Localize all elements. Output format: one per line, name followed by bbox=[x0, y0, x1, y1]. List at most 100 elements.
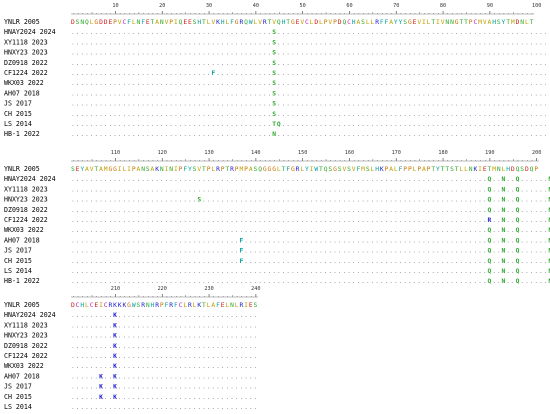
match-dot: . bbox=[254, 343, 258, 350]
match-dot: . bbox=[258, 217, 262, 224]
match-dot: . bbox=[394, 101, 398, 108]
sequence-name: YNLR 2005 bbox=[4, 165, 40, 173]
match-dot: . bbox=[221, 384, 225, 391]
match-dot: . bbox=[338, 227, 342, 234]
match-dot: . bbox=[211, 227, 215, 234]
sequence-name: HNAY2024 2024 bbox=[4, 311, 56, 319]
match-dot: . bbox=[324, 197, 328, 204]
match-dot: . bbox=[483, 186, 487, 193]
match-dot: . bbox=[305, 90, 309, 97]
match-dot: . bbox=[202, 207, 206, 214]
match-dot: . bbox=[539, 176, 543, 183]
match-dot: . bbox=[310, 101, 314, 108]
match-dot: . bbox=[324, 248, 328, 255]
match-dot: . bbox=[244, 101, 248, 108]
match-dot: . bbox=[207, 278, 211, 285]
match-dot: . bbox=[174, 60, 178, 67]
match-dot: . bbox=[244, 70, 248, 77]
match-dot: . bbox=[137, 70, 141, 77]
match-dot: . bbox=[342, 70, 346, 77]
match-dot: . bbox=[417, 101, 421, 108]
match-dot: . bbox=[506, 101, 510, 108]
match-dot: . bbox=[413, 217, 417, 224]
match-dot: . bbox=[225, 39, 229, 46]
match-dot: . bbox=[520, 217, 524, 224]
match-dot: . bbox=[254, 217, 258, 224]
match-dot: . bbox=[90, 278, 94, 285]
match-dot: . bbox=[151, 101, 155, 108]
match-dot: . bbox=[422, 80, 426, 87]
match-dot: . bbox=[296, 101, 300, 108]
match-dot: . bbox=[122, 353, 126, 360]
match-dot: . bbox=[328, 268, 332, 275]
match-dot: . bbox=[342, 258, 346, 265]
match-dot: . bbox=[165, 394, 169, 401]
match-dot: . bbox=[473, 29, 477, 36]
match-dot: . bbox=[104, 197, 108, 204]
match-dot: . bbox=[85, 353, 89, 360]
match-dot: . bbox=[146, 373, 150, 380]
match-dot: . bbox=[282, 90, 286, 97]
match-dot: . bbox=[380, 258, 384, 265]
match-dot: . bbox=[146, 312, 150, 319]
match-dot: . bbox=[254, 322, 258, 329]
sequence-row: CH 2015.................................… bbox=[4, 110, 547, 118]
match-dot: . bbox=[94, 176, 98, 183]
match-dot: . bbox=[244, 217, 248, 224]
match-dot: . bbox=[211, 363, 215, 370]
match-dot: . bbox=[291, 101, 295, 108]
match-dot: . bbox=[151, 268, 155, 275]
match-dot: . bbox=[488, 121, 492, 128]
match-dot: . bbox=[464, 186, 468, 193]
match-dot: . bbox=[193, 404, 197, 411]
match-dot: . bbox=[534, 50, 538, 57]
match-dot: . bbox=[169, 258, 173, 265]
match-dot: . bbox=[488, 70, 492, 77]
residue: I bbox=[478, 166, 482, 173]
match-dot: . bbox=[371, 176, 375, 183]
match-dot: . bbox=[216, 186, 220, 193]
match-dot: . bbox=[254, 90, 258, 97]
match-dot: . bbox=[207, 197, 211, 204]
sequence-row: HNXY23 2023........................... S.… bbox=[4, 196, 550, 204]
match-dot: . bbox=[207, 384, 211, 391]
residue: F bbox=[165, 302, 169, 309]
match-dot: . bbox=[525, 121, 529, 128]
residue: T bbox=[202, 166, 206, 173]
match-dot: . bbox=[230, 90, 234, 97]
match-dot: . bbox=[314, 197, 318, 204]
match-dot: . bbox=[249, 278, 253, 285]
match-dot: . bbox=[352, 131, 356, 138]
match-dot: . bbox=[99, 312, 103, 319]
match-dot: . bbox=[174, 101, 178, 108]
match-dot: . bbox=[183, 227, 187, 234]
match-dot: . bbox=[469, 29, 473, 36]
match-dot: . bbox=[544, 121, 548, 128]
match-dot: . bbox=[94, 29, 98, 36]
residue: N bbox=[548, 197, 550, 204]
match-dot: . bbox=[328, 90, 332, 97]
match-dot: . bbox=[366, 111, 370, 118]
match-dot: . bbox=[197, 237, 201, 244]
residue: F bbox=[211, 70, 215, 77]
match-dot: . bbox=[310, 268, 314, 275]
match-dot: . bbox=[352, 111, 356, 118]
match-dot: . bbox=[310, 60, 314, 67]
match-dot: . bbox=[132, 186, 136, 193]
match-dot: . bbox=[478, 268, 482, 275]
residue: T bbox=[530, 19, 534, 26]
match-dot: . bbox=[263, 50, 267, 57]
match-dot: . bbox=[197, 60, 201, 67]
match-dot: . bbox=[445, 39, 449, 46]
match-dot: . bbox=[132, 207, 136, 214]
match-dot: . bbox=[127, 248, 131, 255]
residue: N bbox=[146, 302, 150, 309]
match-dot: . bbox=[310, 50, 314, 57]
match-dot: . bbox=[385, 121, 389, 128]
match-dot: . bbox=[127, 50, 131, 57]
match-dot: . bbox=[282, 121, 286, 128]
match-dot: . bbox=[286, 101, 290, 108]
match-dot: . bbox=[436, 217, 440, 224]
match-dot: . bbox=[356, 186, 360, 193]
match-dot: . bbox=[268, 121, 272, 128]
